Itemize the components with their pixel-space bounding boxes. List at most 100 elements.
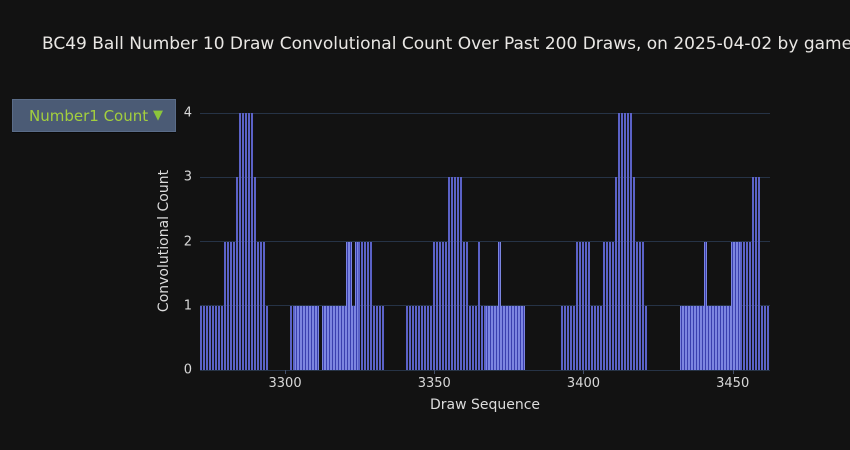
x-tick-label: 3300 (268, 376, 302, 391)
x-tick-label: 3400 (566, 376, 601, 391)
series-dropdown-label: Number1 Count (29, 106, 149, 125)
bar (510, 305, 513, 370)
bar (590, 305, 594, 370)
bar (713, 305, 716, 370)
bar (447, 177, 451, 370)
bar (220, 305, 224, 370)
gridline (200, 176, 770, 178)
bar (746, 241, 749, 370)
bar (734, 241, 737, 370)
bar (761, 305, 764, 370)
bar (635, 241, 639, 370)
bar (343, 305, 346, 370)
bar (205, 305, 209, 370)
bar (438, 241, 442, 370)
y-axis-label: Convolutional Count (156, 169, 172, 313)
bar (238, 113, 242, 370)
bar (304, 305, 307, 370)
bar (200, 305, 203, 370)
bar (498, 241, 501, 370)
bar (361, 241, 364, 370)
bar (767, 305, 770, 370)
bar (429, 305, 433, 370)
bar (241, 113, 245, 370)
bar (247, 113, 251, 370)
bar (698, 305, 701, 370)
bar (689, 305, 692, 370)
bar (722, 305, 725, 370)
bar (489, 305, 492, 370)
bar (289, 305, 292, 370)
bar (614, 177, 618, 370)
bar (352, 305, 355, 370)
bar (310, 305, 313, 370)
bar (405, 305, 409, 370)
bar (355, 241, 358, 370)
bar (507, 305, 510, 370)
x-tick-label: 3350 (417, 376, 451, 391)
bar (370, 241, 373, 370)
bar (737, 241, 740, 370)
bar (217, 305, 221, 370)
bar (492, 305, 495, 370)
bar (292, 305, 295, 370)
bar (564, 305, 567, 370)
bar (728, 305, 731, 370)
bar (376, 305, 379, 370)
bar (599, 305, 603, 370)
y-tick-label: 4 (183, 105, 192, 121)
bar (638, 241, 642, 370)
bar (226, 241, 230, 370)
bar (298, 305, 301, 370)
bar (223, 241, 227, 370)
bar (710, 305, 713, 370)
bar (629, 113, 633, 370)
x-tick-mark (285, 370, 287, 374)
bar (208, 305, 212, 370)
bar (480, 305, 483, 370)
bar (211, 305, 215, 370)
bar (611, 241, 615, 370)
bar (626, 113, 630, 370)
bar (459, 177, 462, 370)
bar (328, 305, 331, 370)
bar (373, 305, 376, 370)
series-dropdown[interactable]: Number1 Count ▼ (12, 99, 176, 132)
bar (731, 241, 734, 370)
bar (725, 305, 728, 370)
bar (334, 305, 337, 370)
bar (426, 305, 430, 370)
bar (414, 305, 418, 370)
bar (632, 177, 636, 370)
bar (764, 305, 767, 370)
chevron-down-icon: ▼ (153, 108, 163, 123)
bar (701, 305, 704, 370)
x-tick-label: 3450 (716, 376, 750, 391)
bar (617, 113, 621, 370)
bar (244, 113, 248, 370)
chart-title: BC49 Ball Number 10 Draw Convolutional C… (42, 34, 850, 54)
bar (441, 241, 445, 370)
bar (432, 241, 436, 370)
bar (695, 305, 698, 370)
bar (235, 177, 239, 370)
bar (382, 305, 385, 370)
bar (229, 241, 233, 370)
bar (262, 241, 265, 370)
bar (605, 241, 609, 370)
bar (683, 305, 686, 370)
bar (501, 305, 504, 370)
bar (337, 305, 340, 370)
bar (608, 241, 612, 370)
bar (483, 305, 486, 370)
bar (420, 305, 424, 370)
bar (755, 177, 758, 370)
bar (686, 305, 689, 370)
x-tick-mark (583, 370, 585, 374)
bar (504, 305, 507, 370)
bar (465, 241, 468, 370)
bar (596, 305, 600, 370)
bar (340, 305, 343, 370)
bar (719, 305, 722, 370)
bar (316, 305, 319, 370)
